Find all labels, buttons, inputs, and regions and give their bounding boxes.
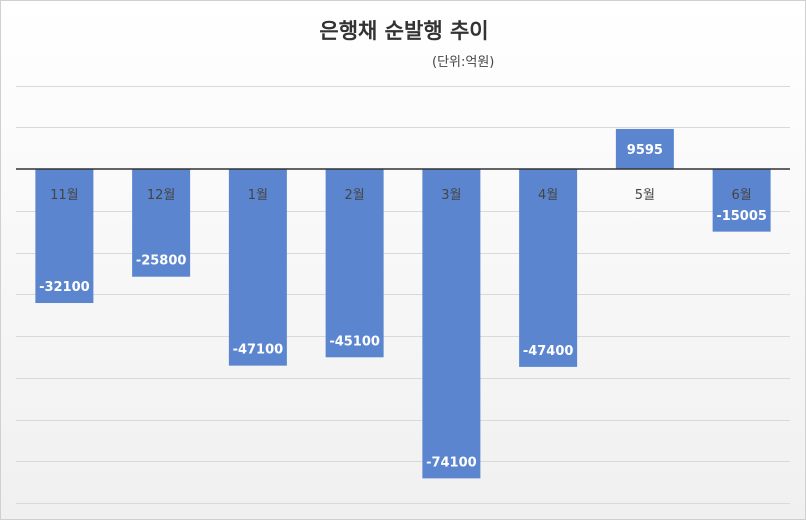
category-label: 12월	[147, 188, 176, 203]
value-label: -74100	[426, 455, 477, 470]
category-label: 6월	[732, 188, 752, 203]
value-label: -47400	[523, 344, 574, 359]
bar	[422, 169, 481, 479]
category-label: 2월	[345, 188, 365, 203]
category-label: 5월	[635, 188, 655, 203]
bar	[519, 169, 578, 367]
chart-title: 은행채 순발행 추이	[319, 19, 489, 43]
value-label: -25800	[136, 254, 187, 269]
bar	[132, 169, 191, 277]
bar	[325, 169, 384, 358]
bar	[35, 169, 94, 304]
value-label: -32100	[39, 280, 90, 295]
category-label: 4월	[538, 188, 558, 203]
category-label: 11월	[50, 188, 79, 203]
bar	[615, 128, 674, 169]
value-label: -45100	[329, 334, 380, 349]
category-label: 1월	[248, 188, 268, 203]
value-label: -47100	[233, 343, 284, 358]
unit-label: (단위:억원)	[432, 55, 495, 70]
value-label: 9595	[627, 143, 663, 158]
category-label: 3월	[441, 188, 461, 203]
bar	[712, 169, 771, 232]
bar	[228, 169, 287, 366]
value-label: -15005	[716, 209, 767, 224]
